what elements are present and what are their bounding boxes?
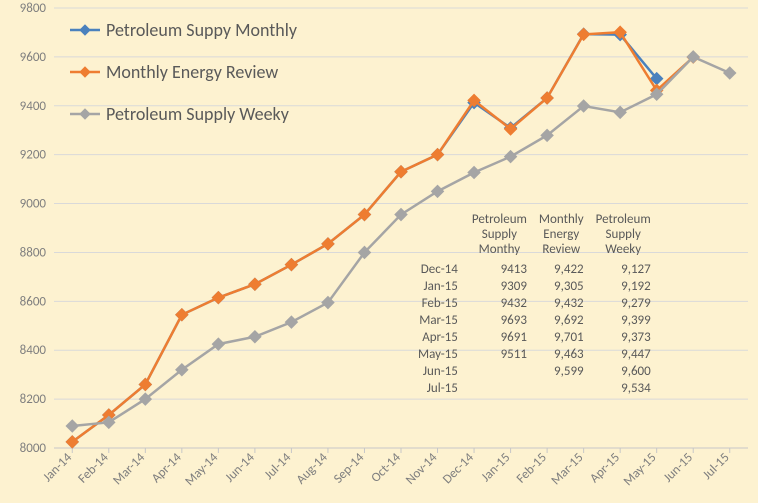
inset-cell: 9,279 [590, 295, 657, 312]
legend-label: Monthly Energy Review [106, 61, 278, 83]
legend-label: Petroleum Suppy Monthly [106, 19, 298, 41]
inset-cell: 9,701 [533, 329, 590, 346]
inset-row: May-1595119,4639,447 [412, 346, 657, 363]
inset-row-header: Apr-15 [412, 329, 466, 346]
inset-cell: 9511 [466, 346, 533, 363]
inset-cell: 9,599 [533, 363, 590, 380]
y-tick-label: 9800 [20, 1, 47, 16]
y-tick-label: 9600 [20, 50, 47, 65]
legend-label: Petroleum Supply Weeky [106, 103, 290, 125]
inset-row: Jun-15 9,5999,600 [412, 363, 657, 380]
inset-cell: 9691 [466, 329, 533, 346]
inset-row-header: Jan-15 [412, 278, 466, 295]
inset-row-header: May-15 [412, 346, 466, 363]
inset-cell: 9,692 [533, 312, 590, 329]
inset-row: Dec-1494139,4229,127 [412, 261, 657, 278]
inset-data-table: PetroleumSupplyMonthyMonthlyEnergyReview… [412, 212, 657, 397]
inset-cell: 9,373 [590, 329, 657, 346]
inset-row-header: Feb-15 [412, 295, 466, 312]
inset-row-header: Dec-14 [412, 261, 466, 278]
inset-cell: 9413 [466, 261, 533, 278]
inset-cell: 9,432 [533, 295, 590, 312]
inset-row-header: Jul-15 [412, 380, 466, 397]
inset-row-header: Jun-15 [412, 363, 466, 380]
inset-cell [466, 380, 533, 397]
y-tick-label: 8800 [20, 245, 47, 260]
inset-row: Feb-1594329,4329,279 [412, 295, 657, 312]
y-tick-label: 9400 [20, 99, 47, 114]
inset-col-header [412, 212, 466, 261]
inset-col-header: MonthlyEnergyReview [533, 212, 590, 261]
inset-cell: 9,399 [590, 312, 657, 329]
inset-row: Mar-1596939,6929,399 [412, 312, 657, 329]
inset-col-header: PetroleumSupplyWeeky [590, 212, 657, 261]
y-tick-label: 8200 [20, 392, 47, 407]
inset-row: Jan-1593099,3059,192 [412, 278, 657, 295]
inset-cell: 9,305 [533, 278, 590, 295]
inset-row: Jul-15 9,534 [412, 380, 657, 397]
y-tick-label: 8600 [20, 294, 47, 309]
y-tick-label: 9200 [20, 148, 47, 163]
inset-cell: 9693 [466, 312, 533, 329]
inset-cell [466, 363, 533, 380]
inset-row-header: Mar-15 [412, 312, 466, 329]
inset-cell: 9,600 [590, 363, 657, 380]
inset-cell: 9,463 [533, 346, 590, 363]
inset-cell: 9309 [466, 278, 533, 295]
y-tick-label: 9000 [20, 197, 47, 212]
inset-cell: 9,447 [590, 346, 657, 363]
inset-row: Apr-1596919,7019,373 [412, 329, 657, 346]
inset-cell: 9,192 [590, 278, 657, 295]
inset-cell: 9432 [466, 295, 533, 312]
inset-cell: 9,534 [590, 380, 657, 397]
inset-cell: 9,422 [533, 261, 590, 278]
inset-cell [533, 380, 590, 397]
inset-col-header: PetroleumSupplyMonthy [466, 212, 533, 261]
y-tick-label: 8400 [20, 343, 47, 358]
y-tick-label: 8000 [20, 441, 47, 456]
inset-cell: 9,127 [590, 261, 657, 278]
